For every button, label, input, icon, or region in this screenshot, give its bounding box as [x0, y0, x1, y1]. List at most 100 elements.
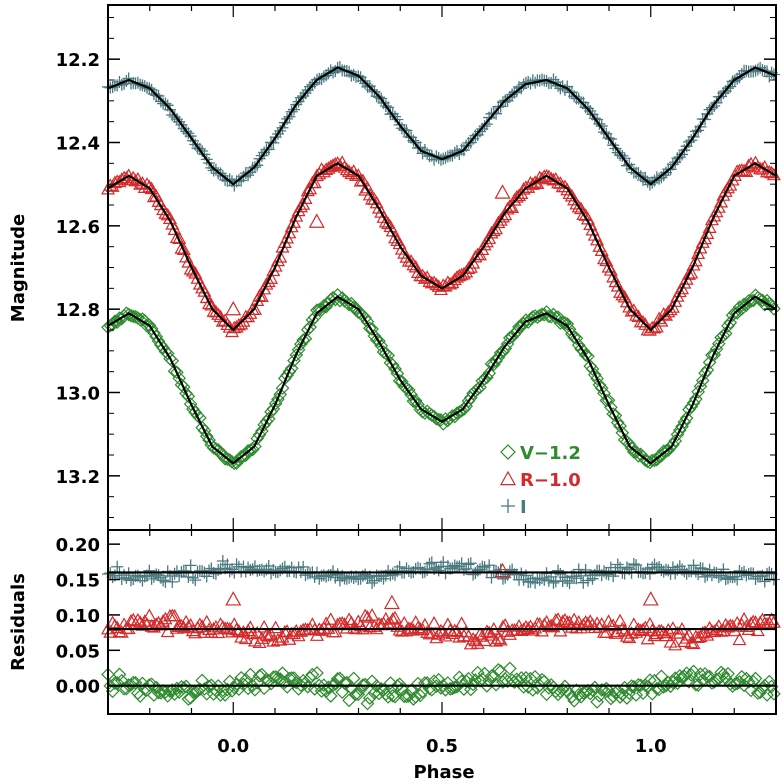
residual-point-triangle: [427, 615, 442, 629]
data-point-diamond: [385, 358, 400, 372]
residual-point-triangle: [468, 633, 483, 647]
residual-point-diamond: [310, 666, 324, 680]
residual-point-triangle: [555, 614, 570, 628]
data-point-triangle: [231, 317, 246, 331]
data-point-triangle: [172, 231, 187, 244]
residual-point-diamond: [750, 686, 765, 700]
data-point-diamond: [594, 381, 609, 396]
bottom-panel: 0.000.050.100.150.200.0 0.5 1.0 Residuals …: [8, 529, 781, 783]
residual-point-triangle: [130, 612, 145, 626]
bottom-ytick-label: 0.20: [56, 535, 100, 556]
data-point-diamond: [569, 331, 584, 346]
data-point-triangle: [254, 289, 269, 302]
data-point-triangle: [307, 175, 322, 189]
residual-point-triangle: [277, 624, 292, 638]
data-point-triangle: [208, 304, 223, 318]
data-point-triangle: [663, 302, 678, 316]
top-panel-data-points: [100, 61, 781, 471]
data-point-triangle: [636, 314, 651, 328]
residual-point-diamond: [287, 671, 301, 685]
data-point-diamond: [248, 439, 262, 454]
data-point-triangle: [167, 222, 182, 235]
data-point-diamond: [186, 402, 200, 416]
data-point-diamond: [147, 326, 161, 340]
data-point-plus: [724, 80, 737, 93]
residual-point-diamond: [739, 671, 754, 686]
legend-marker-triangle: [499, 470, 517, 486]
residual-point-triangle: [424, 626, 439, 640]
data-point-diamond: [257, 417, 271, 432]
residual-point-diamond: [349, 687, 363, 701]
data-point-diamond: [282, 364, 297, 379]
bottom-panel-xlabel: Phase: [413, 762, 474, 783]
residual-point-plus: [643, 567, 656, 580]
data-point-diamond: [571, 338, 586, 352]
data-point-triangle: [443, 276, 458, 290]
data-point-diamond: [266, 402, 281, 416]
residual-point-triangle: [668, 637, 683, 651]
residual-point-triangle: [323, 612, 338, 625]
residual-point-diamond: [268, 669, 283, 684]
residual-point-triangle: [647, 628, 662, 642]
residual-point-diamond: [555, 682, 570, 697]
residual-point-triangle: [107, 618, 122, 632]
outlier-point-triangle: [308, 213, 325, 228]
residual-point-plus: [297, 560, 310, 573]
residual-point-triangle: [105, 615, 120, 629]
data-point-plus: [595, 120, 608, 133]
data-point-triangle: [495, 209, 510, 223]
residual-point-plus: [563, 577, 576, 590]
data-point-triangle: [406, 257, 421, 271]
model-curve-diamond: [107, 295, 777, 465]
data-point-diamond: [119, 306, 134, 321]
bottom-panel-ylabel: Residuals: [8, 573, 29, 671]
data-point-triangle: [647, 320, 662, 334]
data-point-triangle: [378, 214, 393, 228]
data-point-diamond: [491, 350, 506, 365]
data-point-triangle: [293, 199, 308, 213]
data-point-diamond: [590, 371, 604, 386]
data-point-triangle: [273, 249, 288, 263]
data-point-triangle: [468, 249, 483, 263]
residual-point-plus: [421, 563, 434, 576]
residual-point-triangle: [114, 625, 129, 638]
data-point-diamond: [537, 307, 552, 322]
legend-item-v: V−1.2: [500, 443, 581, 464]
residual-point-diamond: [158, 685, 173, 699]
residual-point-diamond: [121, 678, 136, 692]
data-point-triangle: [681, 267, 696, 280]
residual-point-triangle: [158, 611, 173, 625]
residual-point-triangle: [328, 624, 343, 638]
data-point-diamond: [268, 396, 283, 411]
residual-point-diamond: [307, 682, 322, 696]
data-point-diamond: [229, 456, 244, 470]
data-point-diamond: [181, 389, 196, 404]
residual-point-diamond: [133, 689, 147, 703]
residual-point-diamond: [454, 674, 469, 689]
data-point-diamond: [199, 429, 214, 444]
data-point-plus: [480, 118, 493, 131]
residual-point-triangle: [447, 623, 462, 637]
data-point-diamond: [459, 399, 474, 413]
data-point-diamond: [372, 334, 386, 348]
residual-point-triangle: [553, 623, 568, 637]
data-point-triangle: [146, 189, 161, 203]
residual-point-diamond: [734, 669, 749, 684]
data-point-diamond: [695, 373, 710, 388]
residual-point-triangle: [388, 610, 403, 624]
residual-point-triangle: [144, 619, 159, 632]
bottom-xtick-label: 0.5: [426, 736, 458, 757]
data-point-diamond: [535, 307, 549, 322]
data-point-diamond: [493, 345, 508, 360]
residual-point-triangle: [720, 619, 736, 633]
residual-point-diamond: [358, 677, 373, 692]
residual-point-diamond: [110, 676, 125, 690]
data-point-diamond: [585, 362, 600, 376]
residual-point-plus: [687, 559, 700, 572]
residual-point-diamond: [436, 678, 451, 693]
residual-point-diamond: [700, 669, 715, 684]
residual-point-plus: [731, 573, 744, 586]
data-point-diamond: [509, 324, 524, 339]
residual-outlier-triangle: [383, 594, 400, 610]
